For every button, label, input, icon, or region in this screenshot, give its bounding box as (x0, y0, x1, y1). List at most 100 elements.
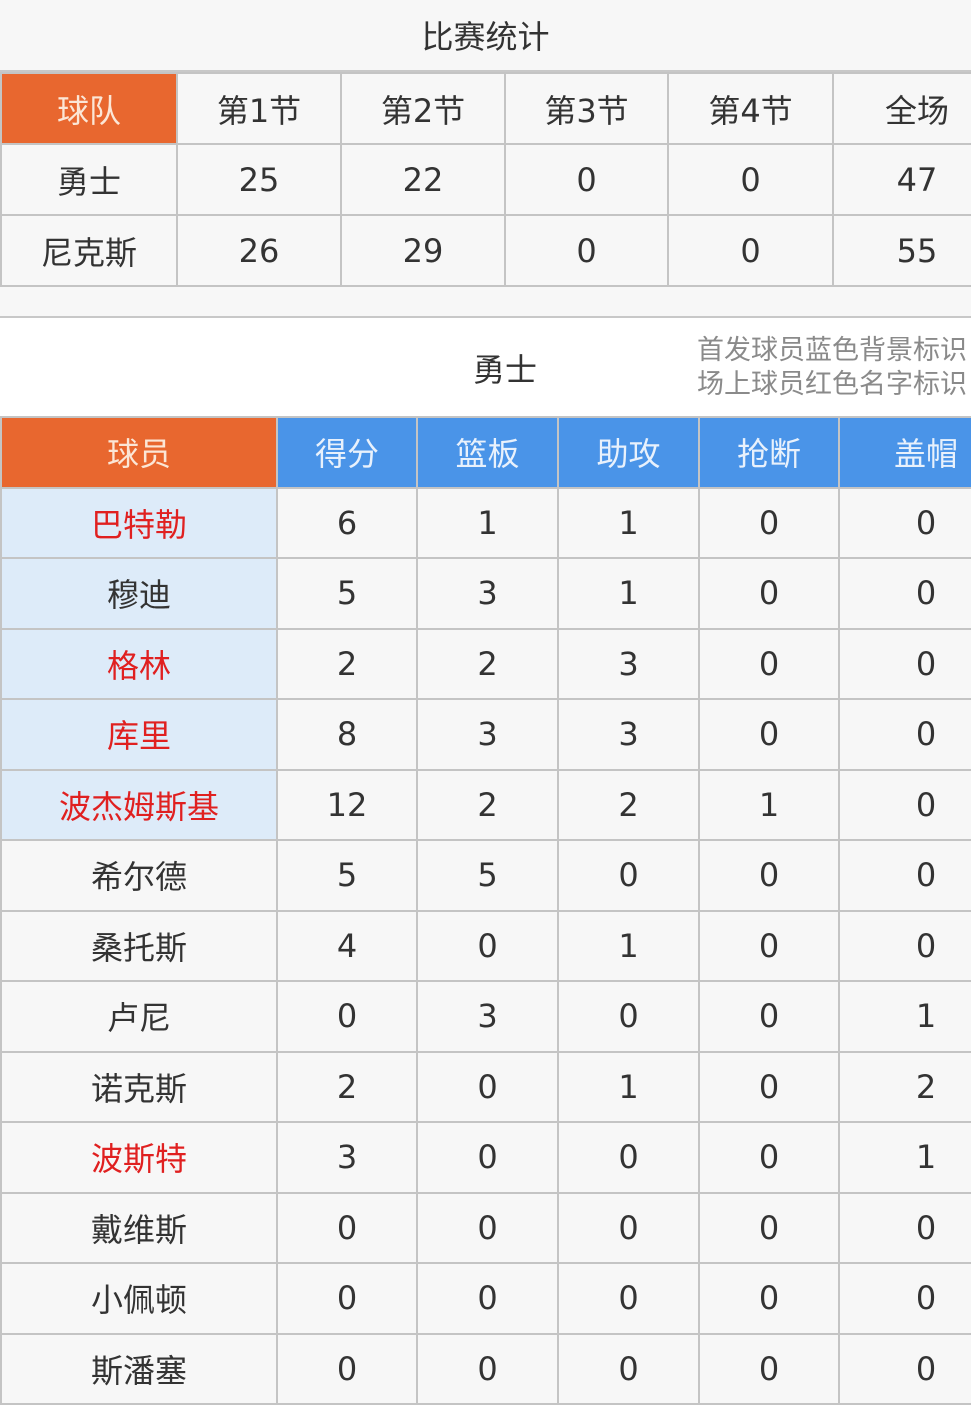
stat-blocks: 0 (838, 839, 971, 912)
score-cell: 0 (667, 143, 834, 216)
player-row: 戴维斯 0 0 0 0 0 (0, 1191, 971, 1264)
team-section-header: 勇士 首发球员蓝色背景标识 场上球员红色名字标识 (0, 316, 971, 416)
header-q2: 第2节 (340, 72, 506, 145)
player-row: 巴特勒 6 1 1 0 0 (0, 486, 971, 559)
stat-assists: 1 (557, 557, 700, 630)
stat-points: 0 (276, 1262, 418, 1335)
stat-assists: 1 (557, 909, 700, 982)
stat-points: 0 (276, 980, 418, 1053)
player-name: 诺克斯 (0, 1050, 278, 1123)
stat-steals: 0 (698, 1191, 840, 1264)
player-stats-table: 球员 得分 篮板 助攻 抢断 盖帽 巴特勒 6 1 1 0 0 穆迪 5 3 1 0 0 格林 2 2 3 0 0… (0, 416, 971, 1405)
stat-assists: 0 (557, 1121, 700, 1194)
legend-on-court: 场上球员红色名字标识 (697, 369, 967, 400)
header-blocks: 盖帽 (838, 416, 971, 489)
stat-steals: 0 (698, 1262, 840, 1335)
page-title: 比赛统计 (0, 0, 971, 72)
player-row: 小佩顿 0 0 0 0 0 (0, 1262, 971, 1335)
score-cell: 0 (504, 143, 669, 216)
team-name: 尼克斯 (0, 214, 178, 287)
stat-points: 0 (276, 1191, 418, 1264)
stat-rebounds: 0 (416, 1121, 559, 1194)
stat-blocks: 0 (838, 768, 971, 841)
stat-points: 12 (276, 768, 418, 841)
stat-assists: 1 (557, 1050, 700, 1123)
player-name: 格林 (0, 627, 278, 700)
player-row: 波斯特 3 0 0 0 1 (0, 1121, 971, 1194)
header-points: 得分 (276, 416, 418, 489)
player-row: 卢尼 0 3 0 0 1 (0, 980, 971, 1053)
player-row: 斯潘塞 0 0 0 0 0 (0, 1332, 971, 1405)
stat-blocks: 2 (838, 1050, 971, 1123)
stat-assists: 0 (557, 839, 700, 912)
player-row: 格林 2 2 3 0 0 (0, 627, 971, 700)
stat-assists: 0 (557, 1191, 700, 1264)
player-name: 希尔德 (0, 839, 278, 912)
score-cell: 0 (667, 214, 834, 287)
score-cell: 22 (340, 143, 506, 216)
stat-blocks: 0 (838, 1332, 971, 1405)
score-total: 47 (832, 143, 971, 216)
stat-points: 8 (276, 698, 418, 771)
stat-steals: 0 (698, 486, 840, 559)
stat-points: 3 (276, 1121, 418, 1194)
stat-assists: 1 (557, 486, 700, 559)
header-q1: 第1节 (176, 72, 342, 145)
player-row: 波杰姆斯基 12 2 2 1 0 (0, 768, 971, 841)
stat-blocks: 0 (838, 627, 971, 700)
score-cell: 29 (340, 214, 506, 287)
stat-assists: 0 (557, 980, 700, 1053)
stat-points: 5 (276, 557, 418, 630)
stat-rebounds: 2 (416, 627, 559, 700)
stat-steals: 0 (698, 698, 840, 771)
player-name: 波斯特 (0, 1121, 278, 1194)
stat-points: 0 (276, 1332, 418, 1405)
stat-steals: 0 (698, 1121, 840, 1194)
stat-steals: 0 (698, 980, 840, 1053)
player-row: 桑托斯 4 0 1 0 0 (0, 909, 971, 982)
header-q4: 第4节 (667, 72, 834, 145)
stat-rebounds: 0 (416, 909, 559, 982)
player-name: 穆迪 (0, 557, 278, 630)
stat-rebounds: 2 (416, 768, 559, 841)
header-assists: 助攻 (557, 416, 700, 489)
score-total: 55 (832, 214, 971, 287)
scoreboard-header: 球队 第1节 第2节 第3节 第4节 全场 (0, 72, 971, 145)
stat-steals: 0 (698, 557, 840, 630)
stat-points: 5 (276, 839, 418, 912)
stat-points: 2 (276, 627, 418, 700)
stat-points: 2 (276, 1050, 418, 1123)
stat-steals: 1 (698, 768, 840, 841)
stat-blocks: 0 (838, 486, 971, 559)
legend-note: 首发球员蓝色背景标识 场上球员红色名字标识 (697, 334, 967, 402)
team-title: 勇士 (472, 351, 537, 389)
player-name: 斯潘塞 (0, 1332, 278, 1405)
player-name: 巴特勒 (0, 486, 278, 559)
team-name: 勇士 (0, 143, 178, 216)
stat-steals: 0 (698, 1332, 840, 1405)
player-name: 小佩顿 (0, 1262, 278, 1335)
player-name: 卢尼 (0, 980, 278, 1053)
stat-assists: 2 (557, 768, 700, 841)
scoreboard-row: 尼克斯 26 29 0 0 55 (0, 214, 971, 287)
stat-blocks: 0 (838, 1191, 971, 1264)
stat-rebounds: 0 (416, 1262, 559, 1335)
header-player: 球员 (0, 416, 278, 489)
stat-blocks: 1 (838, 1121, 971, 1194)
score-cell: 25 (176, 143, 342, 216)
player-name: 波杰姆斯基 (0, 768, 278, 841)
scoreboard-table: 球队 第1节 第2节 第3节 第4节 全场 勇士 25 22 0 0 47 尼克… (0, 72, 971, 287)
stat-blocks: 0 (838, 557, 971, 630)
stat-rebounds: 1 (416, 486, 559, 559)
stat-rebounds: 5 (416, 839, 559, 912)
stat-blocks: 0 (838, 698, 971, 771)
player-row: 诺克斯 2 0 1 0 2 (0, 1050, 971, 1123)
stat-rebounds: 0 (416, 1050, 559, 1123)
stat-blocks: 0 (838, 909, 971, 982)
player-row: 希尔德 5 5 0 0 0 (0, 839, 971, 912)
stat-rebounds: 3 (416, 980, 559, 1053)
score-cell: 0 (504, 214, 669, 287)
header-rebounds: 篮板 (416, 416, 559, 489)
player-name: 戴维斯 (0, 1191, 278, 1264)
stat-assists: 0 (557, 1262, 700, 1335)
